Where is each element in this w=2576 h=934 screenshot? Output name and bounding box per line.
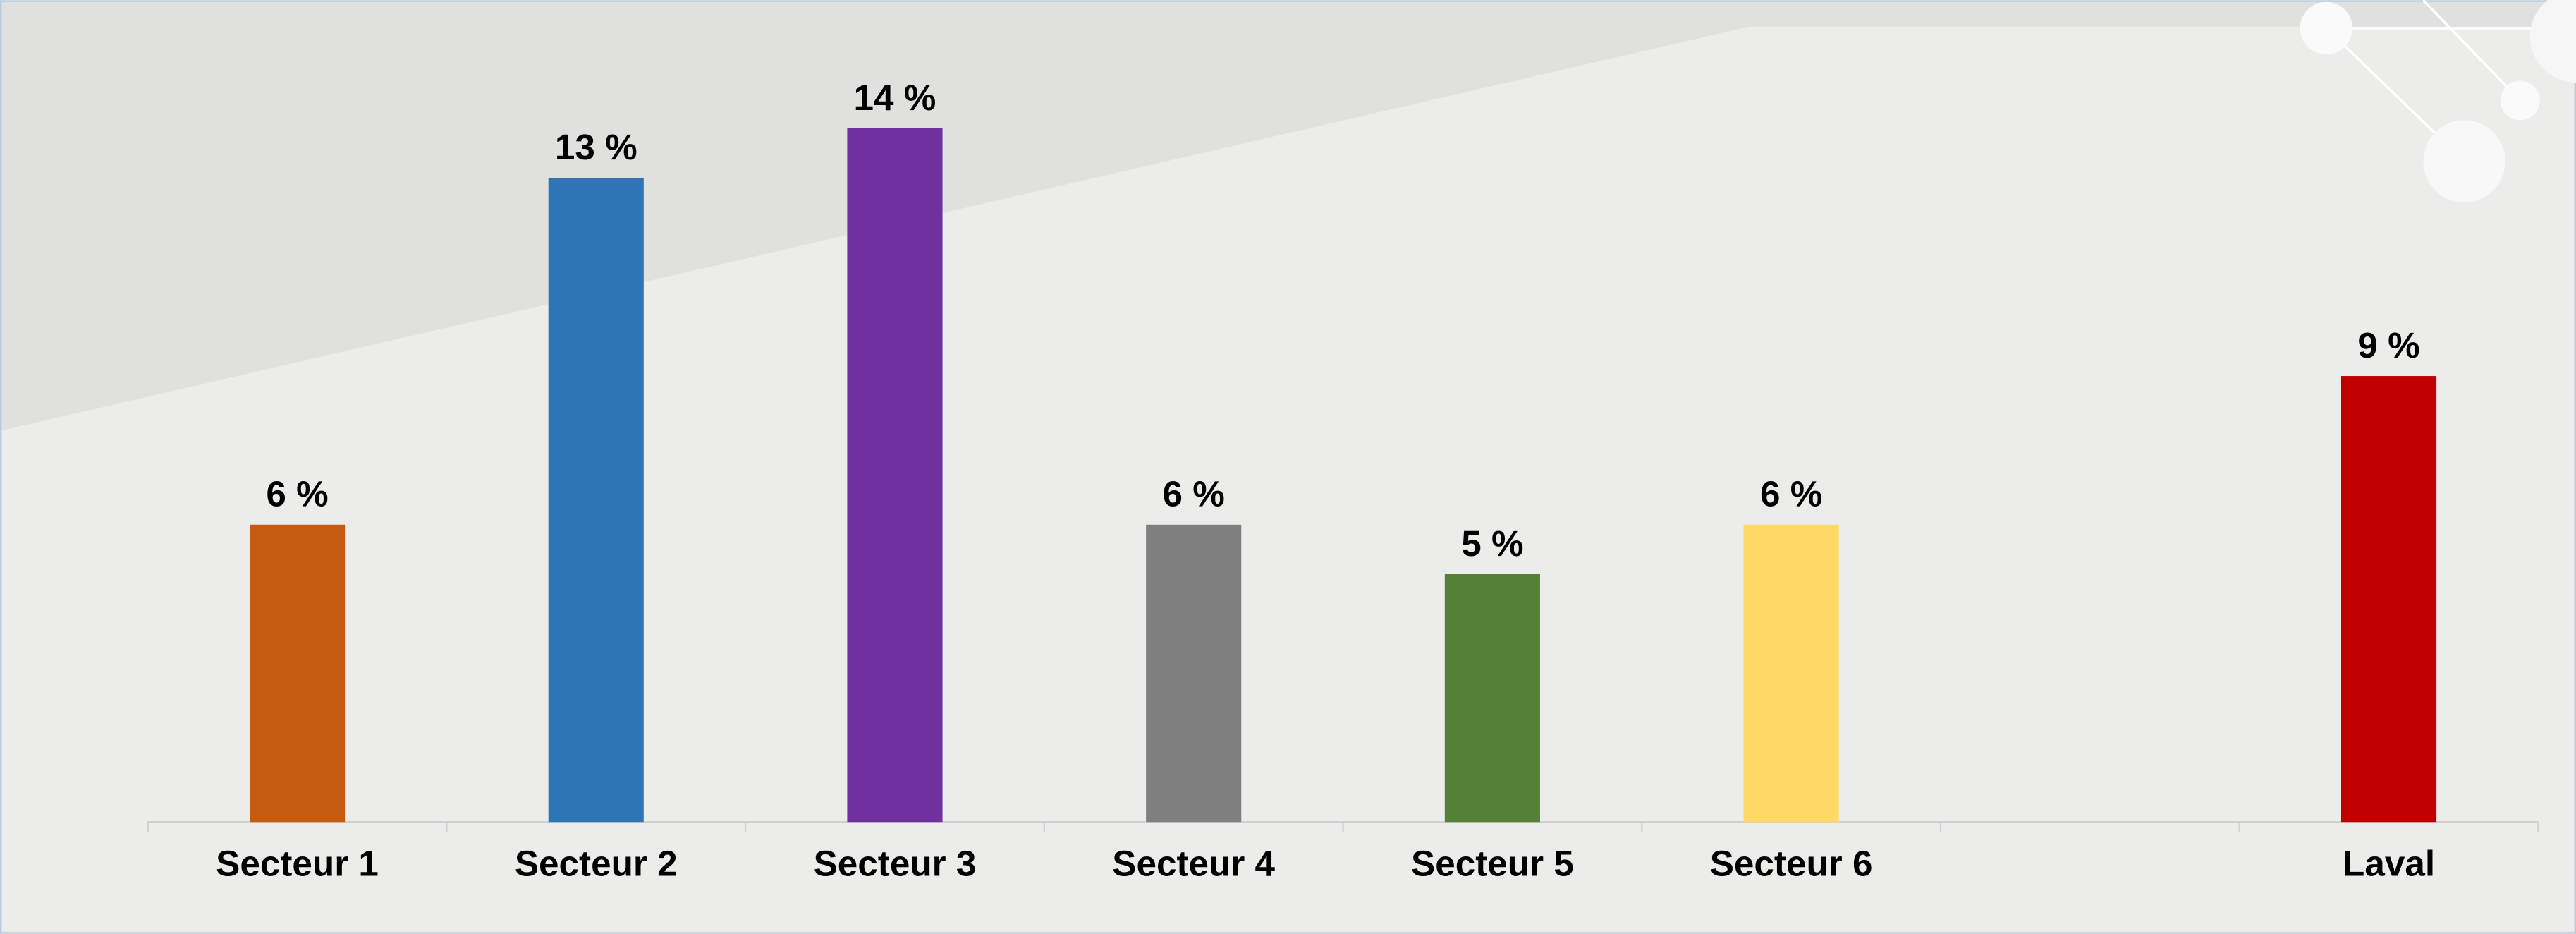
bar: [1444, 574, 1540, 823]
decor-circle: [2500, 80, 2540, 121]
data-label: 6 %: [266, 474, 328, 514]
x-tick-label: Secteur 5: [1411, 844, 1574, 884]
bar: [1743, 524, 1839, 823]
bar: [2340, 376, 2437, 823]
decor-line: [2422, 0, 2522, 102]
data-label: 13 %: [555, 127, 637, 167]
data-label: 6 %: [1163, 474, 1225, 514]
x-tick-label: Secteur 1: [216, 844, 379, 884]
x-tick-label: Secteur 4: [1112, 844, 1275, 884]
x-tick-label: Laval: [2343, 844, 2435, 884]
background-band: [0, 0, 2576, 431]
bar: [249, 524, 346, 823]
data-label: 14 %: [854, 78, 936, 118]
x-tick-label: Secteur 6: [1710, 844, 1873, 884]
bar: [847, 128, 943, 823]
data-label: 9 %: [2357, 325, 2419, 365]
decor-circle: [2300, 1, 2353, 55]
data-label: 5 %: [1461, 523, 1523, 564]
bar: [548, 178, 644, 823]
x-tick-label: Secteur 2: [515, 844, 678, 884]
data-label: 6 %: [1760, 474, 1822, 514]
decor-circle: [2423, 120, 2505, 202]
bar: [1146, 524, 1242, 823]
decor-circle: [2529, 0, 2576, 83]
x-tick-label: Secteur 3: [814, 844, 977, 884]
